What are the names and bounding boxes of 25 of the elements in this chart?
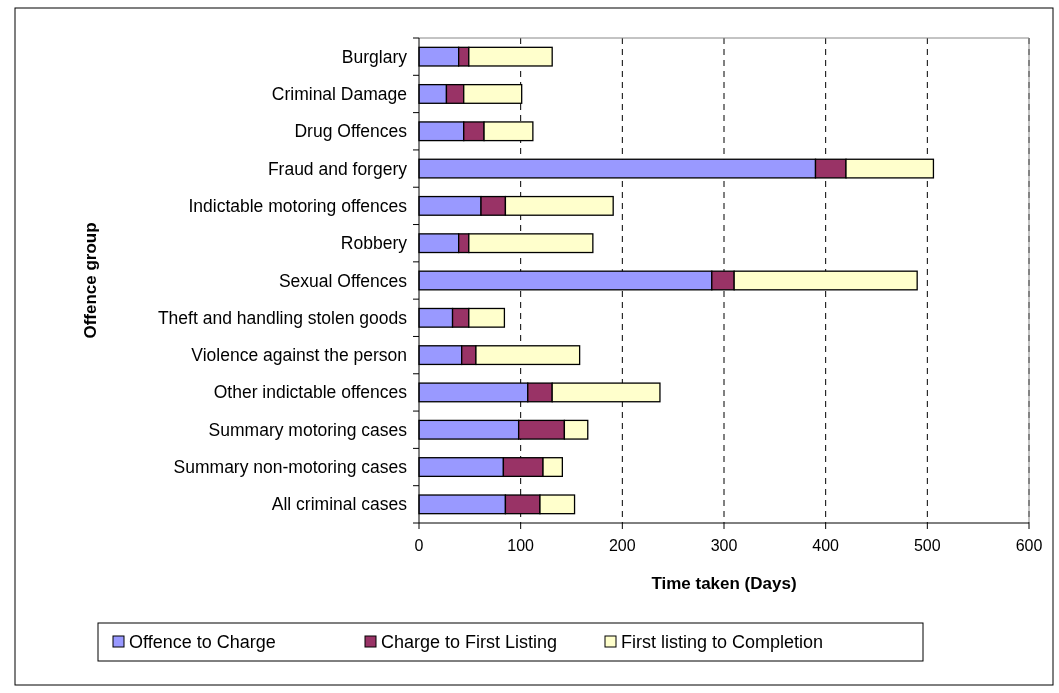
y-tick-label: Summary non-motoring cases (173, 457, 408, 478)
y-tick-label: Robbery (340, 233, 408, 254)
y-tick-label: All criminal cases (271, 494, 408, 515)
y-tick-label: Other indictable offences (213, 382, 408, 403)
legend-label: Offence to Charge (129, 632, 276, 652)
y-tick-label: Burglary (341, 46, 408, 67)
x-tick-label: 200 (608, 537, 636, 554)
y-tick-label: Violence against the person (191, 345, 407, 366)
y-tick-label: Fraud and forgery (267, 158, 408, 179)
x-tick-label: 400 (812, 537, 840, 554)
y-tick-label: Summary motoring cases (208, 419, 408, 440)
x-tick-label: 100 (507, 537, 535, 554)
x-axis-title: Time taken (Days) (651, 574, 797, 593)
legend-label: First listing to Completion (621, 632, 824, 652)
y-tick-label: Criminal Damage (271, 83, 407, 104)
x-tick-label: 0 (414, 537, 424, 554)
y-tick-label: Indictable motoring offences (188, 195, 408, 216)
y-axis-title: Offence group (81, 222, 100, 339)
x-tick-label: 600 (1015, 537, 1043, 554)
y-tick-label: Sexual Offences (278, 270, 408, 291)
y-tick-label: Drug Offences (294, 121, 408, 142)
y-tick-label: Theft and handling stolen goods (157, 307, 408, 328)
legend-label: Charge to First Listing (381, 632, 558, 652)
x-tick-label: 300 (710, 537, 738, 554)
x-tick-label: 500 (913, 537, 941, 554)
